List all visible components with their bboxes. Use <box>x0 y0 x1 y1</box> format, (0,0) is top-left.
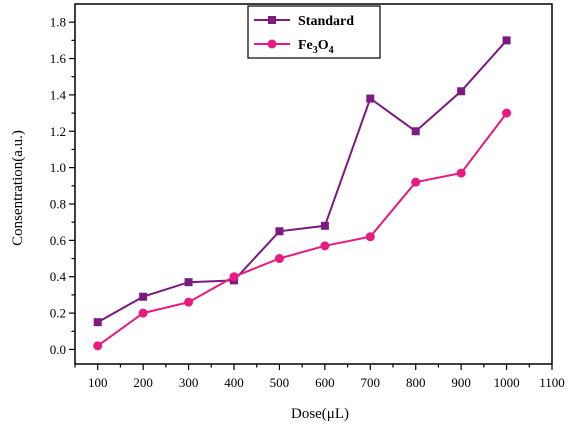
data-point-standard <box>411 127 420 136</box>
y-tick-label: 0.2 <box>50 306 66 321</box>
y-tick-label: 1.6 <box>50 51 67 66</box>
series-layer <box>93 36 512 351</box>
data-point-fe3o4 <box>320 241 330 251</box>
y-tick-label: 1.0 <box>50 160 66 175</box>
x-tick-label: 1100 <box>539 375 565 390</box>
x-tick-label: 600 <box>315 375 335 390</box>
legend-marker-standard <box>268 16 276 24</box>
legend-fe: Fe <box>298 38 313 53</box>
x-tick-label: 1000 <box>494 375 520 390</box>
legend-label-standard: Standard <box>298 14 354 29</box>
data-point-fe3o4 <box>184 297 194 307</box>
x-tick-label: 200 <box>133 375 153 390</box>
data-point-standard <box>320 221 329 230</box>
data-point-fe3o4 <box>456 168 466 178</box>
data-point-fe3o4 <box>93 341 103 351</box>
data-point-fe3o4 <box>274 254 284 264</box>
data-point-fe3o4 <box>411 177 421 187</box>
legend-sub-3: 3 <box>313 45 318 56</box>
x-tick-label: 100 <box>88 375 108 390</box>
x-tick-label: 500 <box>270 375 290 390</box>
data-point-fe3o4 <box>365 232 375 242</box>
legend-box <box>247 5 381 59</box>
data-point-fe3o4 <box>138 308 148 318</box>
series-line-fe3o4 <box>97 112 508 347</box>
x-tick-label: 400 <box>224 375 244 390</box>
y-tick-label: 0.4 <box>50 269 67 284</box>
y-tick-label: 1.8 <box>50 15 66 30</box>
plot-frame <box>74 3 553 365</box>
x-axis-title: Dose(μL) <box>291 406 349 422</box>
axes: 100 200 300 400 500 600 700 800 900 1000 1100 0.0 0.… <box>50 3 565 390</box>
legend-marker-fe3o4 <box>267 39 277 49</box>
x-tick-label: 800 <box>406 375 426 390</box>
data-point-standard <box>502 36 511 45</box>
legend-label-fe3o4: Fe3O4 <box>298 38 334 56</box>
y-tick-label: 0.8 <box>50 197 66 212</box>
x-tick-label: 700 <box>361 375 381 390</box>
y-tick-label: 1.4 <box>50 87 67 102</box>
data-point-standard <box>457 87 466 96</box>
legend: Standard Fe3O4 <box>247 5 381 59</box>
y-tick-label: 1.2 <box>50 124 66 139</box>
y-tick-label: 0.6 <box>50 233 67 248</box>
data-point-fe3o4 <box>229 272 239 282</box>
series-line-standard <box>97 39 508 324</box>
data-point-standard <box>93 318 102 327</box>
data-point-standard <box>275 227 284 236</box>
x-tick-label: 300 <box>179 375 199 390</box>
y-axis-title: Consentration(a.u.) <box>10 130 26 246</box>
legend-o: O <box>318 38 329 53</box>
data-point-standard <box>184 278 193 287</box>
legend-sub-4: 4 <box>329 45 334 56</box>
data-point-fe3o4 <box>502 108 512 118</box>
y-tick-label: 0.0 <box>50 342 66 357</box>
data-point-standard <box>139 292 148 301</box>
x-tick-label: 900 <box>451 375 471 390</box>
data-point-standard <box>366 94 375 103</box>
